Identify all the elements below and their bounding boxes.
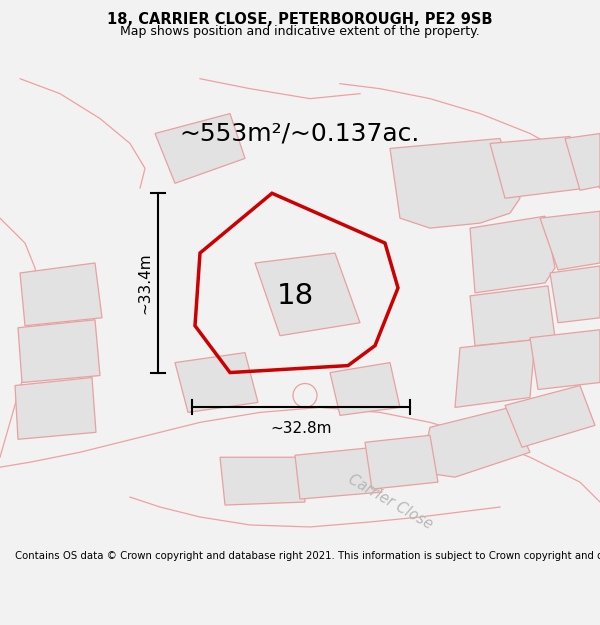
Polygon shape xyxy=(420,408,530,477)
Text: 18, CARRIER CLOSE, PETERBOROUGH, PE2 9SB: 18, CARRIER CLOSE, PETERBOROUGH, PE2 9SB xyxy=(107,12,493,28)
Polygon shape xyxy=(530,330,600,389)
Polygon shape xyxy=(540,211,600,270)
Polygon shape xyxy=(155,114,245,183)
Polygon shape xyxy=(365,435,438,489)
Polygon shape xyxy=(255,253,360,336)
Polygon shape xyxy=(20,263,102,326)
Polygon shape xyxy=(220,458,305,505)
Polygon shape xyxy=(295,448,382,499)
Polygon shape xyxy=(470,216,555,293)
Polygon shape xyxy=(490,136,585,198)
Text: Carrier Close: Carrier Close xyxy=(345,472,435,532)
Polygon shape xyxy=(175,352,258,412)
Text: 18: 18 xyxy=(277,282,314,310)
Polygon shape xyxy=(505,386,595,448)
Text: Contains OS data © Crown copyright and database right 2021. This information is : Contains OS data © Crown copyright and d… xyxy=(15,551,600,561)
Text: ~553m²/~0.137ac.: ~553m²/~0.137ac. xyxy=(180,121,420,146)
Polygon shape xyxy=(390,139,520,228)
Polygon shape xyxy=(455,340,535,408)
Polygon shape xyxy=(18,320,100,382)
Polygon shape xyxy=(470,286,555,346)
Polygon shape xyxy=(550,266,600,322)
Text: Map shows position and indicative extent of the property.: Map shows position and indicative extent… xyxy=(120,25,480,38)
Polygon shape xyxy=(565,134,600,190)
Polygon shape xyxy=(330,362,400,416)
Polygon shape xyxy=(15,378,96,439)
Text: ~33.4m: ~33.4m xyxy=(137,252,152,314)
Text: ~32.8m: ~32.8m xyxy=(270,421,332,436)
